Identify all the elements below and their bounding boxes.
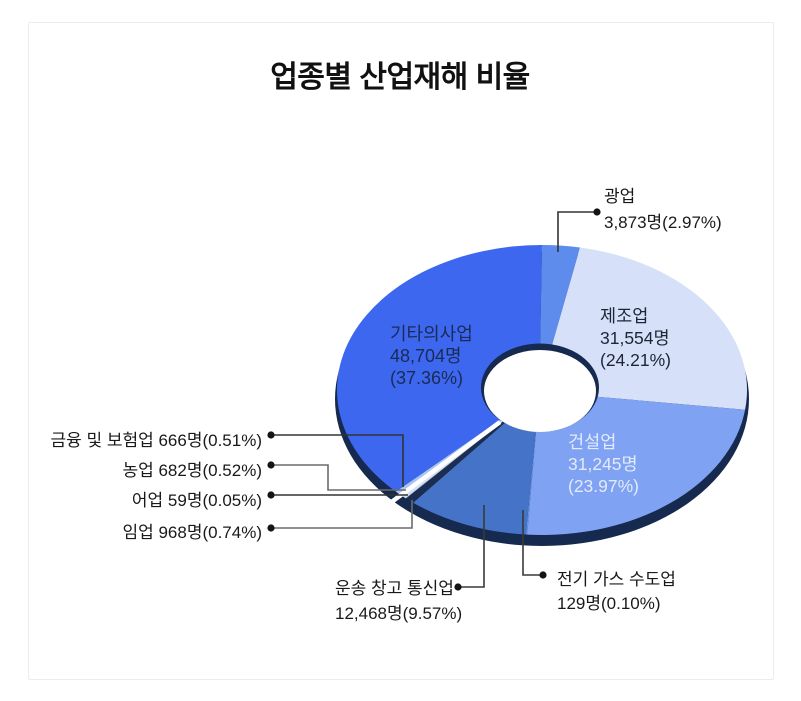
callout-fishing: 어업 59명(0.05%) [131, 491, 262, 510]
label-manufacturing-pct: (24.21%) [600, 350, 672, 370]
pie-slice-fishing [405, 421, 503, 499]
callout-electricity: 전기 가스 수도업 129명(0.10%) [557, 568, 676, 616]
leader-dot-mining [593, 208, 601, 216]
callout-electricity-name: 전기 가스 수도업 [557, 570, 676, 589]
label-other-business-name: 기타의사업 [390, 324, 473, 344]
leader-line-electricity-gas-water [522, 510, 543, 576]
label-manufacturing-value: 31,554명 [600, 328, 670, 348]
callout-agriculture: 농업 682명(0.52%) [122, 461, 262, 480]
leader-dot-electricity-gas-water [539, 571, 547, 579]
label-other-business-value: 48,704명 [390, 346, 462, 366]
leader-dot-transport-warehouse-comm [454, 583, 462, 591]
callout-forestry: 임업 968명(0.74%) [122, 523, 262, 542]
callout-transport: 운송 창고 통신업 12,468명(9.57%) [335, 576, 462, 626]
callout-mining-name: 광업 [604, 187, 636, 206]
label-other-business: 기타의사업 48,704명 (37.36%) [390, 323, 473, 389]
label-construction: 건설업 31,245명 (23.97%) [568, 431, 639, 497]
label-manufacturing: 제조업 31,554명 (24.21%) [600, 305, 671, 371]
leader-line-transport-warehouse-comm [458, 505, 485, 588]
callout-finance-insurance: 금융 및 보험업 666명(0.51%) [50, 431, 262, 450]
leader-line-forestry [271, 500, 413, 529]
pie-slice-electricity-gas-water [525, 431, 536, 535]
leader-dot-agriculture [267, 461, 275, 469]
leader-line-finance-insurance [271, 434, 404, 487]
leader-dot-finance-insurance [267, 431, 275, 439]
pie-slice-construction [527, 396, 746, 535]
pie-slice-other-business [337, 245, 542, 492]
label-manufacturing-name: 제조업 [600, 306, 649, 326]
leader-dot-forestry [267, 524, 275, 532]
label-construction-name: 건설업 [568, 432, 617, 452]
pie-slice-transport-warehouse-comm [413, 422, 536, 535]
label-construction-pct: (23.97%) [568, 476, 640, 496]
pie-slice-forestry [405, 421, 505, 503]
slice-separator-gap [388, 420, 502, 506]
callout-mining: 광업 3,873명(2.97%) [604, 184, 722, 236]
leader-line-agriculture [271, 464, 406, 491]
donut-hole [484, 350, 596, 432]
pie-slice-mining [540, 245, 581, 351]
pie-slice-manufacturing [550, 247, 748, 410]
leader-line-mining [557, 211, 597, 252]
callout-transport-value: 12,468명(9.57%) [335, 604, 463, 623]
label-other-business-pct: (37.36%) [390, 368, 464, 388]
callout-electricity-value: 129명(0.10%) [557, 594, 661, 613]
label-construction-value: 31,245명 [568, 454, 638, 474]
leader-dot-fishing [267, 491, 275, 499]
callout-mining-value: 3,873명(2.97%) [604, 213, 722, 232]
chart-title: 업종별 산업재해 비율 [270, 61, 530, 94]
callout-transport-name: 운송 창고 통신업 [335, 579, 454, 598]
